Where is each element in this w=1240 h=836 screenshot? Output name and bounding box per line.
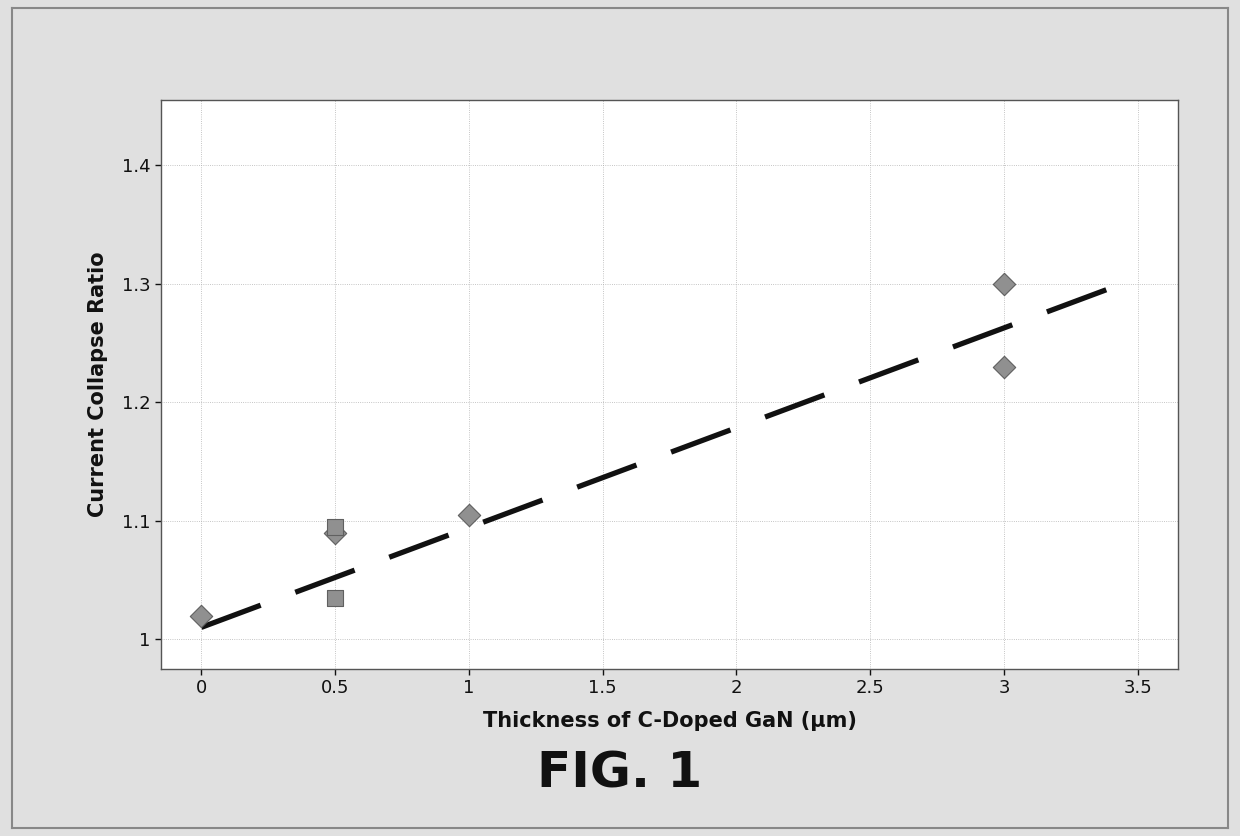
Point (459, 508, 479, 522)
X-axis label: Thickness of C-Doped GaN (μm): Thickness of C-Doped GaN (μm) (482, 711, 857, 732)
Point (191, 609, 211, 622)
Y-axis label: Current Collapse Ratio: Current Collapse Ratio (88, 252, 108, 517)
Text: FIG. 1: FIG. 1 (537, 749, 703, 798)
Point (994, 360, 1014, 374)
Point (994, 278, 1014, 291)
Point (325, 520, 345, 533)
Point (325, 526, 345, 539)
Point (325, 591, 345, 604)
